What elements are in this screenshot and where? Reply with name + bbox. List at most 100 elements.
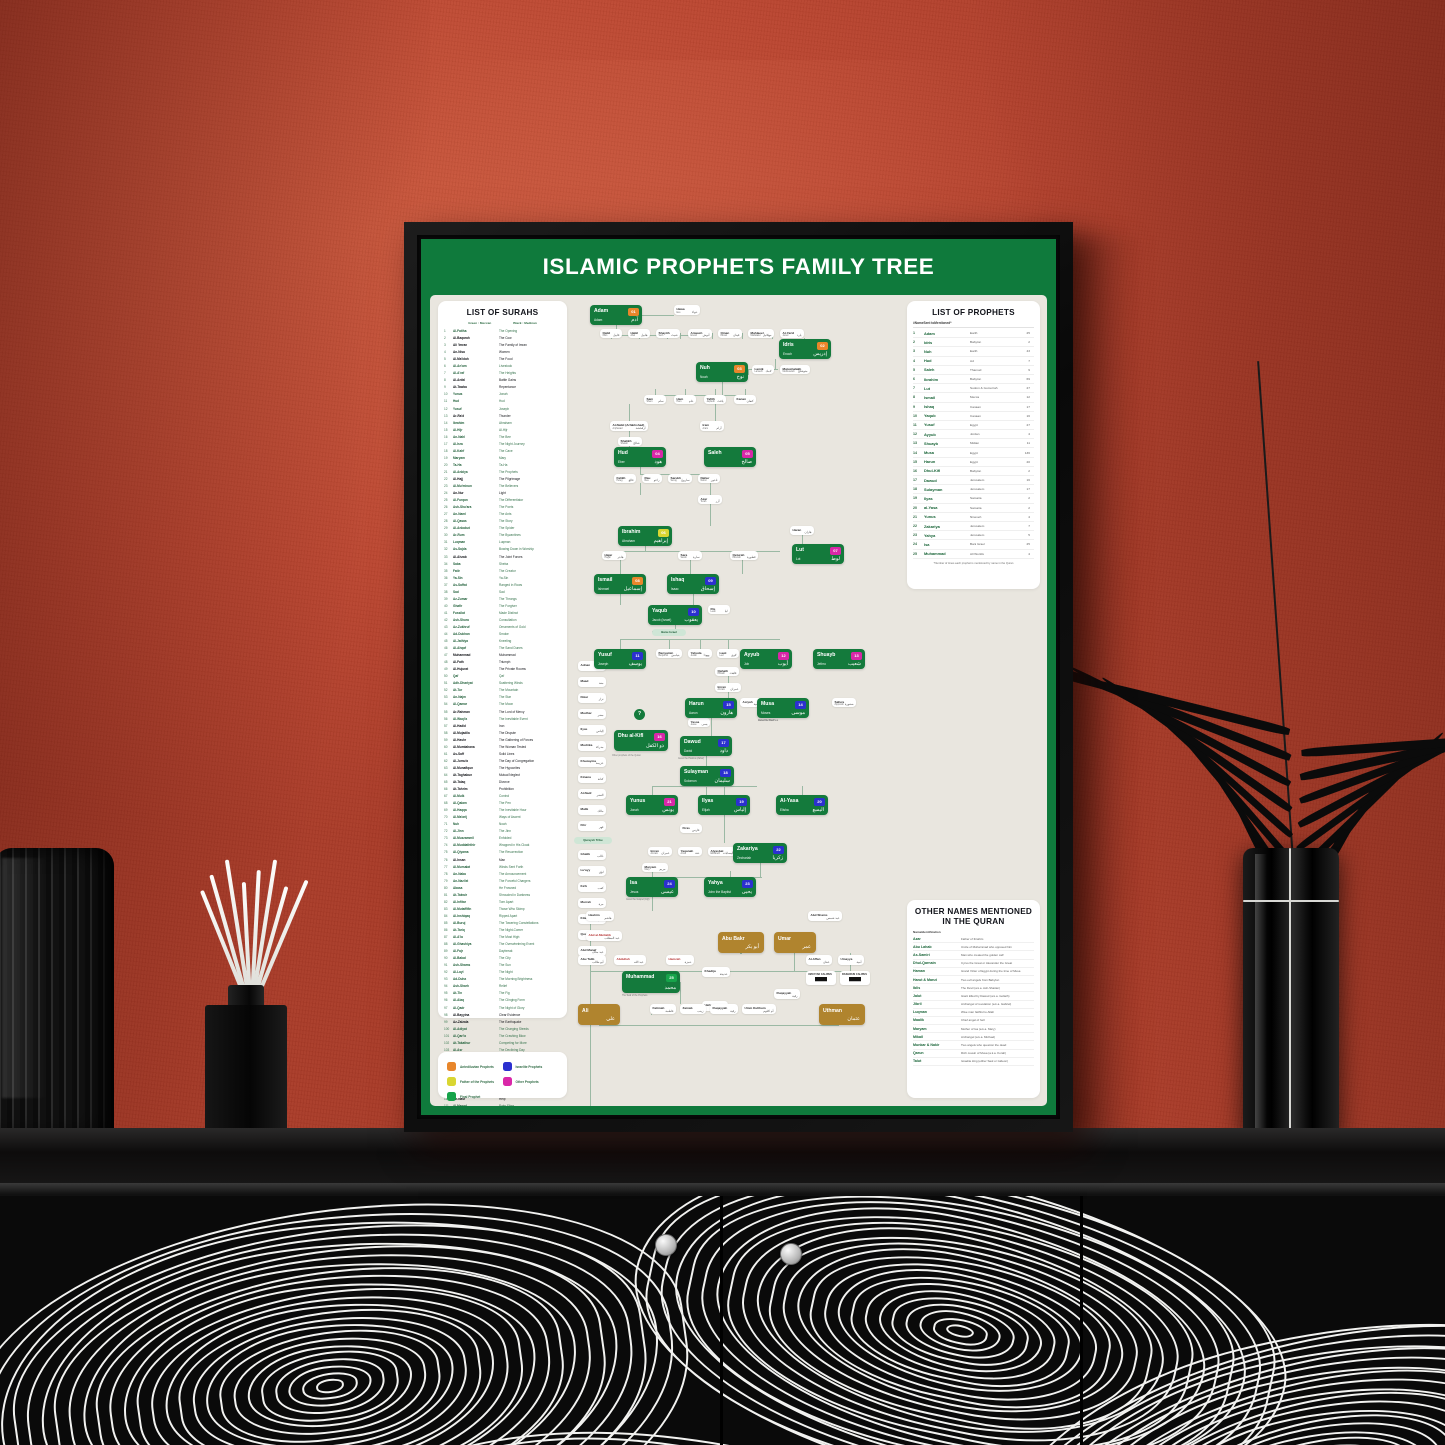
prophet-node-dhulkifl[interactable]: Dhu al-Kifl ذو الكفل 16 (614, 730, 668, 751)
quraysh-node[interactable]: Lu'ayy لؤي (578, 866, 606, 876)
ancestor-node[interactable]: Shalikh Shelah شالخ (618, 437, 642, 446)
prophet-node-ayyub[interactable]: Ayyub Job أيوب 12 (740, 649, 792, 669)
caliphate-badge[interactable]: UMAYYAD CALIPHS (806, 971, 836, 985)
ancestor-node[interactable]: Sam Shem سام (644, 395, 666, 404)
lineage-node[interactable]: Al-Nadr النضر (578, 789, 606, 799)
lineage-node[interactable]: Khuzayma خزيمة (578, 757, 606, 767)
descendant-node[interactable]: Hamzah حمزة (666, 955, 694, 965)
descendant-node[interactable]: Al-Affan عفان (806, 955, 832, 965)
quraysh-node[interactable]: Abd Manaf عبد مناف (578, 946, 606, 956)
prophet-node-idris[interactable]: Idris Enoch إدريس 02 (779, 339, 831, 359)
prophet-node-muhammad[interactable]: Muhammad محمد 25 (622, 971, 680, 993)
ancestor-node[interactable]: Mahlaeel Mahalalel مهلائيل (748, 329, 774, 338)
ancestor-node[interactable]: Anwash Enosh أنوش (688, 329, 712, 338)
lineage-node[interactable]: Kinana كنانة (578, 773, 606, 783)
lineage-node[interactable]: Mudhar مضر (578, 709, 606, 719)
caliph-node-uthman[interactable]: Uthman عثمان (819, 1004, 865, 1025)
descendant-node[interactable]: Hashim هاشم (586, 911, 614, 921)
lineage-node[interactable]: Fihr فهر (578, 821, 606, 831)
ancestor-node[interactable]: Habil Abel هابيل (628, 329, 650, 338)
prophet-node-yusuf[interactable]: Yusuf Joseph يوسف 11 (594, 649, 646, 669)
ancestor-node[interactable]: Imran Amram عمران (715, 683, 741, 692)
prophet-node-isa[interactable]: Isa Jesus عيسى 24 (626, 877, 678, 897)
prophet-node-alyasa[interactable]: Al-Yasa Elisha اليسع 20 (776, 795, 828, 815)
ancestor-node[interactable]: Falikh Peleg فالغ (614, 474, 636, 483)
descendant-node[interactable]: Umm Kulthum أم كلثوم (742, 1004, 776, 1014)
descendant-node[interactable]: Abd Shams عبد شمس (808, 911, 842, 921)
prophet-node-lut[interactable]: Lut Lot لوط 07 (792, 544, 844, 564)
ancestor-node[interactable]: Safura Zipporah صفورة (832, 698, 856, 707)
ancestor-node[interactable]: Matushalakh Methuselah متوشلخ (780, 365, 810, 374)
descendant-node[interactable]: Khadija خديجة (702, 967, 730, 977)
cabinet-knob[interactable] (780, 1243, 802, 1265)
prophet-node-sulayman[interactable]: Sulayman Solomon سليمان 18 (680, 766, 734, 786)
quraysh-node[interactable]: Ghalib غالب (578, 850, 606, 860)
prophet-node-harun[interactable]: Harun Aaron هارون 15 (685, 698, 737, 718)
descendant-node[interactable]: Zainab زينب (680, 1004, 706, 1014)
ancestor-node[interactable]: Ris Leah ليا (708, 605, 730, 614)
lineage-node[interactable]: Mudrika مدركة (578, 741, 606, 751)
ancestor-node[interactable]: Lamik Lamech لامك (752, 365, 774, 374)
descendant-node[interactable]: Ruqayyah رقية (774, 989, 800, 999)
prophet-node-dawud[interactable]: Dawud David داود 17 (680, 736, 732, 756)
ancestor-node[interactable]: Azar Terah آزر (698, 495, 722, 504)
ancestor-node[interactable]: Lawi Levi لاوي (717, 649, 739, 658)
prophet-node-ishaq[interactable]: Ishaq Isaac إسحاق 09 (667, 574, 719, 594)
prophet-node-ilyas[interactable]: Ilyas Elijah إلياس 19 (698, 795, 750, 815)
ancestor-node[interactable]: Qabil Cain قابيل (600, 329, 622, 338)
prophet-node-adam[interactable]: Adam Adam آدم 01 (590, 305, 642, 325)
ancestor-node[interactable]: Iram Aram آرام (700, 421, 724, 431)
prophet-node-yahya[interactable]: Yahya John the Baptist يحيى 23 (704, 877, 756, 897)
ancestor-node[interactable]: Asiyahآسية (740, 698, 762, 707)
descendant-node[interactable]: Abdullah عبد الله (614, 955, 646, 965)
prophet-node-saleh[interactable]: Saleh صالح 05 (704, 447, 756, 467)
ancestor-node[interactable]: Hajar Hagar هاجر (602, 551, 626, 560)
descendant-node[interactable]: Abu Talib أبو طالب (578, 955, 606, 965)
ancestor-node[interactable]: Benyamin Benjamin بنيامين (656, 649, 682, 658)
descendant-node[interactable]: Fatimah فاطمة (650, 1004, 676, 1014)
ancestor-node[interactable]: Rau Reu راعو (642, 474, 662, 483)
prophet-node-yaqub[interactable]: Yaqub Jacob (Israel) يعقوب 10 (648, 605, 702, 625)
lineage-node[interactable]: Malik مالك (578, 805, 606, 815)
ancestor-node[interactable]: Hawa Eve حواء (674, 305, 700, 315)
ancestor-node[interactable]: Yaqanah Anna حنة (678, 847, 702, 856)
ancestor-node[interactable]: Yassa Jesse يسى (688, 718, 710, 727)
prophet-node-yunus[interactable]: Yunus Jonah يونس 21 (626, 795, 678, 815)
prophet-node-ismail[interactable]: Ismail Ishmael إسماعيل 08 (594, 574, 646, 594)
ancestor-node[interactable]: Firas فارس (680, 824, 702, 833)
ancestor-node[interactable]: Sarukh Serug ساروغ (668, 474, 692, 483)
ancestor-node[interactable]: Ham Ham حام (674, 395, 696, 404)
ancestor-node[interactable]: Yafith Japheth يافث (704, 395, 726, 404)
ancestor-node[interactable]: Qeturah Keturah قطورة (730, 551, 758, 560)
ancestor-node[interactable]: Haran هاران (790, 526, 814, 535)
prophet-node-nuh[interactable]: Nuh Noah نوح 03 (696, 362, 748, 382)
ancestor-node[interactable]: Al-Nabit (Arfakhshad) Arphaxad أرفخشذ (610, 421, 648, 431)
ancestor-node[interactable]: Nahur Nahor ناحور (698, 474, 720, 483)
caliph-node-ali[interactable]: Ali علي (578, 1004, 620, 1025)
lineage-node[interactable]: Nizar نزار (578, 693, 606, 703)
ancestor-node[interactable]: Sara Sarah سارة (678, 551, 702, 560)
prophet-node-shuayb[interactable]: Shuayb Jethro شعيب 13 (813, 649, 865, 669)
caliph-node-umar[interactable]: Umar عمر (774, 932, 816, 953)
ancestor-node[interactable]: Qahath Kohath قاهث (715, 667, 739, 676)
ancestor-node[interactable]: Al-Yarid Jared يارد (780, 329, 804, 338)
ancestor-node[interactable]: Yahuda Judah يهوذا (688, 649, 712, 658)
prophet-node-hud[interactable]: Hud Eber هود 04 (614, 447, 666, 467)
ancestor-node[interactable]: Alyasbat Elizabeth أليصابات (708, 847, 736, 856)
ancestor-node[interactable]: Shaytih Seth شيث (656, 329, 680, 338)
caliphate-badge[interactable]: RASHIDUN CALIPHS (840, 971, 870, 985)
lineage-node[interactable]: Ilyas إلياس (578, 725, 606, 735)
descendant-node[interactable]: Abd al-Muttalib عبد المطلب (586, 931, 622, 941)
quraysh-node[interactable]: Murrah مرة (578, 898, 606, 908)
ancestor-node[interactable]: Qinan Kenan قينان (718, 329, 742, 338)
prophet-node-zakariya[interactable]: Zakariya Zechariah زكريا 22 (733, 843, 787, 863)
ancestor-node[interactable]: Kanan كنعان (734, 395, 756, 404)
descendant-node[interactable]: Umayya أمية (838, 955, 864, 965)
prophet-node-musa[interactable]: Musa Moses موسى 14 (757, 698, 809, 718)
cabinet-knob[interactable] (655, 1234, 677, 1256)
ancestor-node[interactable]: Imran Amram عمران (648, 847, 672, 856)
quraysh-node[interactable]: Ka'b كعب (578, 882, 606, 892)
caliph-node-abubakr[interactable]: Abu Bakr أبو بكر (718, 932, 764, 953)
descendant-node[interactable]: Ruqayyah رقية (710, 1004, 738, 1014)
prophet-node-ibrahim[interactable]: Ibrahim Abraham إبراهيم 06 (618, 526, 672, 546)
